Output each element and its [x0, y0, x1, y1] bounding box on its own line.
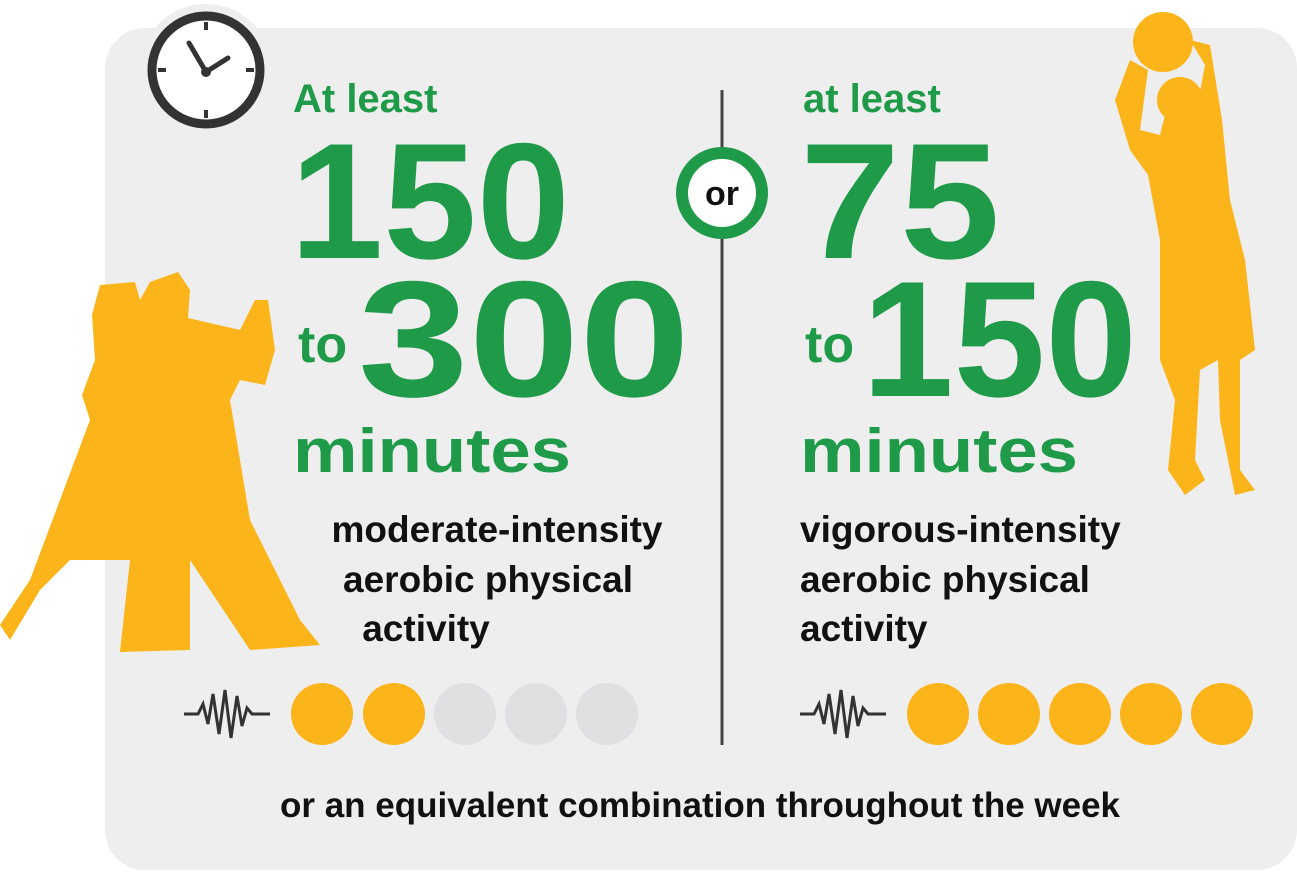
- lead-text: At least: [293, 77, 438, 121]
- description-line: moderate-intensity: [331, 509, 662, 550]
- or-text: or: [705, 175, 739, 213]
- intensity-indicator: [800, 683, 1253, 745]
- description-line: aerobic physical: [343, 559, 633, 600]
- description-line: aerobic physical: [800, 559, 1090, 600]
- connector-text: to: [805, 316, 854, 374]
- description-line: activity: [362, 608, 490, 649]
- maximum-minutes: 300: [358, 247, 690, 431]
- or-badge-inner: [688, 159, 756, 227]
- connector-text: to: [298, 316, 347, 374]
- unit-text: minutes: [293, 417, 571, 486]
- minimum-minutes: 150: [290, 109, 570, 293]
- clock-icon: [140, 4, 272, 136]
- intensity-indicator: [184, 683, 638, 745]
- lead-text: at least: [803, 77, 941, 121]
- unit-text: minutes: [800, 417, 1078, 486]
- description-line: activity: [800, 608, 928, 649]
- description-line: vigorous-intensity: [800, 509, 1121, 550]
- panel: [105, 28, 1297, 870]
- footer-text: or an equivalent combination throughout …: [280, 786, 1121, 825]
- player-silhouette: [1115, 12, 1255, 495]
- dancers-silhouette: [0, 272, 320, 652]
- minimum-minutes: 75: [800, 109, 1000, 293]
- maximum-minutes: 150: [862, 247, 1137, 431]
